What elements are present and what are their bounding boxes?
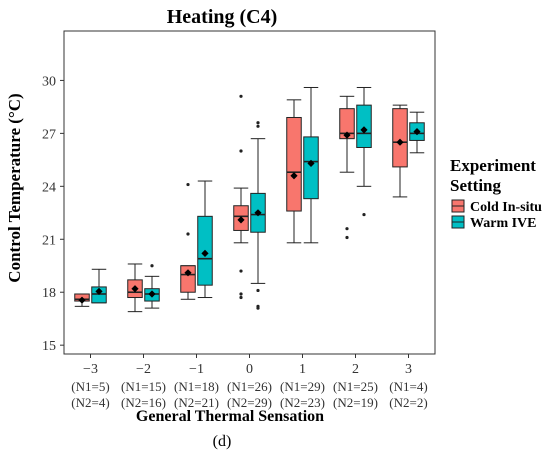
legend-title: Experiment <box>450 156 536 175</box>
mean-marker <box>148 290 156 298</box>
outlier-point <box>239 269 243 273</box>
x-tick-count-n2: (N2=23) <box>280 395 325 410</box>
y-tick-label: 30 <box>42 74 56 89</box>
outlier-point <box>256 121 260 125</box>
box-iqr <box>286 116 302 212</box>
x-tick-count-n1: (N1=15) <box>121 379 166 394</box>
y-tick-label: 15 <box>42 339 56 354</box>
x-tick-label: 3 <box>405 362 412 377</box>
chart-title: Heating (C4) <box>167 6 278 28</box>
box-iqr <box>180 265 196 293</box>
y-axis-label: Control Temperature (°C) <box>5 93 24 282</box>
x-tick-count-n1: (N1=5) <box>71 379 109 394</box>
figure-caption: (d) <box>213 433 232 450</box>
x-tick-count-n2: (N2=21) <box>174 395 219 410</box>
mean-marker <box>78 296 86 304</box>
mean-marker <box>413 128 421 136</box>
x-tick-count-n2: (N2=19) <box>333 395 378 410</box>
outlier-point <box>186 232 190 236</box>
x-tick-label: 2 <box>352 362 359 377</box>
mean-marker <box>237 216 245 224</box>
mean-marker <box>95 287 103 295</box>
mean-marker <box>360 126 368 134</box>
x-tick-count-n1: (N1=18) <box>174 379 219 394</box>
mean-marker <box>131 285 139 293</box>
outlier-point <box>256 304 260 308</box>
x-tick-count-n1: (N1=29) <box>280 379 325 394</box>
outlier-point <box>239 295 243 300</box>
outlier-point <box>186 182 190 187</box>
legend-label: Cold In-situ <box>470 200 542 215</box>
x-tick-count-n2: (N2=16) <box>121 395 166 410</box>
mean-marker <box>201 249 209 257</box>
outlier-point <box>239 292 243 296</box>
box-iqr <box>303 136 319 200</box>
x-tick-count-n1: (N1=4) <box>389 379 427 394</box>
mean-marker <box>307 159 315 167</box>
x-tick-label: 1 <box>299 362 306 377</box>
y-tick-label: 27 <box>42 127 56 142</box>
mean-marker <box>254 209 262 217</box>
x-tick-label: −1 <box>189 362 204 377</box>
outlier-point <box>345 235 349 240</box>
mean-marker <box>396 138 404 146</box>
x-axis-label: General Thermal Sensation <box>136 408 324 425</box>
outlier-point <box>256 288 260 293</box>
outlier-point <box>239 94 243 98</box>
legend-title-line2: Setting <box>450 176 502 195</box>
x-tick-count-n1: (N1=26) <box>227 379 272 394</box>
outlier-point <box>150 264 154 268</box>
legend-label: Warm IVE <box>470 216 537 231</box>
outlier-point <box>239 149 243 153</box>
mean-marker <box>343 131 351 139</box>
outlier-point <box>345 227 349 231</box>
x-tick-count-n2: (N2=29) <box>227 395 272 410</box>
plot-panel-border <box>63 30 436 355</box>
outlier-point <box>362 212 366 217</box>
box-iqr <box>392 108 408 168</box>
y-tick-label: 18 <box>42 286 56 301</box>
outlier-point <box>256 124 260 128</box>
y-tick-label: 21 <box>42 233 56 248</box>
x-tick-label: −2 <box>136 362 151 377</box>
mean-marker <box>184 269 192 277</box>
x-tick-count-n1: (N1=25) <box>333 379 378 394</box>
y-tick-label: 24 <box>42 180 56 195</box>
plot-area: 151821242730−3(N1=5)(N2=4)−2(N1=15)(N2=1… <box>42 30 436 410</box>
x-tick-count-n2: (N2=2) <box>389 395 427 410</box>
x-tick-label: 0 <box>246 362 253 377</box>
mean-marker <box>290 172 298 180</box>
x-tick-count-n2: (N2=4) <box>71 395 109 410</box>
x-tick-label: −3 <box>83 362 98 377</box>
